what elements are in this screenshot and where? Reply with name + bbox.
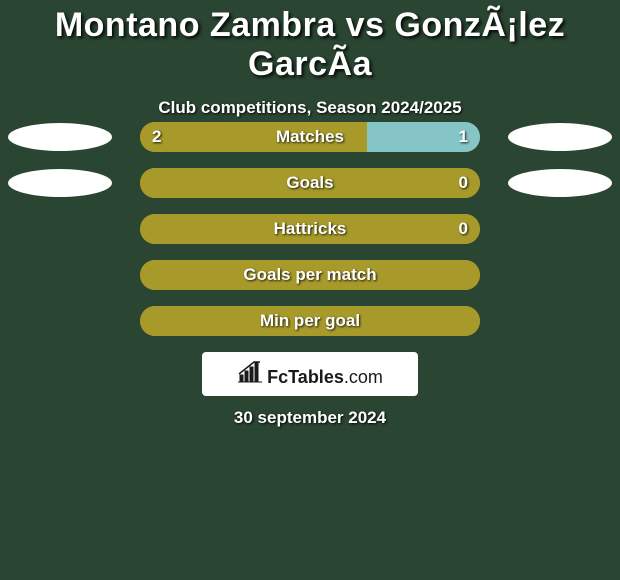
stat-bar-left-fill — [140, 260, 480, 290]
player-right-marker — [508, 169, 612, 197]
stat-bar-left-fill — [140, 214, 480, 244]
brand-text-light: .com — [344, 367, 383, 387]
date-label: 30 september 2024 — [0, 408, 620, 428]
player-left-marker — [8, 123, 112, 151]
stat-bar-left-fill — [140, 168, 480, 198]
comparison-row: Min per goal — [0, 306, 620, 336]
stat-bar-left-fill — [140, 306, 480, 336]
stat-bar: 21Matches — [140, 122, 480, 152]
brand-text-bold: FcTables — [267, 367, 344, 387]
page-title: Montano Zambra vs GonzÃ¡lez GarcÃ­a — [0, 6, 620, 84]
stat-bar: 0Goals — [140, 168, 480, 198]
brand-chart-icon — [237, 361, 263, 388]
player-left-marker — [8, 169, 112, 197]
brand-text: FcTables.com — [267, 367, 383, 388]
stat-bar: 0Hattricks — [140, 214, 480, 244]
stat-bar-right-fill — [367, 122, 480, 152]
stat-bar-left-fill — [140, 122, 367, 152]
player-right-marker — [508, 123, 612, 151]
comparison-row: 0Hattricks — [0, 214, 620, 244]
page-subtitle: Club competitions, Season 2024/2025 — [0, 98, 620, 118]
comparison-row: 0Goals — [0, 168, 620, 198]
comparison-row: Goals per match — [0, 260, 620, 290]
stat-bar: Goals per match — [140, 260, 480, 290]
comparison-row: 21Matches — [0, 122, 620, 152]
brand-badge: FcTables.com — [202, 352, 418, 396]
stat-bar: Min per goal — [140, 306, 480, 336]
content: Montano Zambra vs GonzÃ¡lez GarcÃ­a Club… — [0, 0, 620, 580]
comparison-rows: 21Matches 0Goals 0Hattricks Goals per match… — [0, 122, 620, 352]
